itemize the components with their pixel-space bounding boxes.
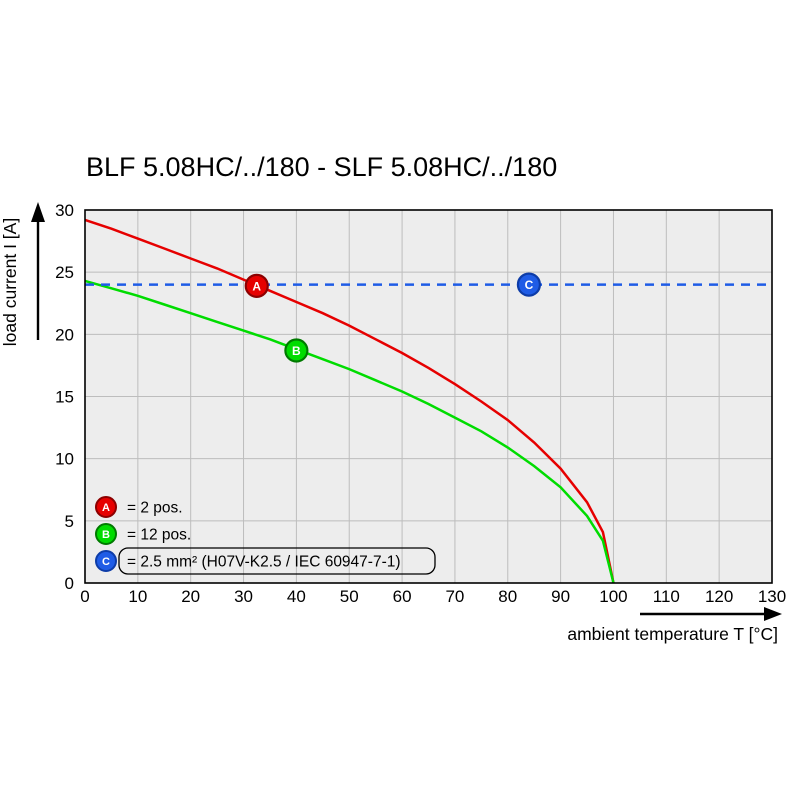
plot-border <box>84 209 773 584</box>
curve-A <box>84 218 615 584</box>
y-tick-label: 0 <box>65 574 74 593</box>
x-tick-label: 100 <box>599 587 627 606</box>
x-tick-label: 30 <box>234 587 253 606</box>
x-tick-label: 10 <box>128 587 147 606</box>
legend-marker-letter: B <box>102 529 110 541</box>
x-axis-label: ambient temperature T [°C] <box>567 624 778 644</box>
legend-item-B: B = 12 pos. <box>95 523 191 545</box>
marker-A: A <box>244 273 269 298</box>
y-tick-label: 10 <box>55 450 74 469</box>
x-tick-label: 50 <box>340 587 359 606</box>
y-tick-label: 5 <box>65 512 74 531</box>
x-axis-arrowhead <box>764 607 782 621</box>
legend-marker-B <box>95 523 117 545</box>
x-tick-label: 110 <box>653 587 680 606</box>
marker-C: C <box>516 272 542 297</box>
y-axis-label: load current I [A] <box>0 218 20 346</box>
y-tick-label: 30 <box>55 201 74 220</box>
x-tick-label: 70 <box>445 587 464 606</box>
x-tick-label: 80 <box>498 587 517 606</box>
x-tick-label: 90 <box>551 587 570 606</box>
y-tick-label: 20 <box>55 325 74 344</box>
marker-B: B <box>284 338 309 363</box>
x-tick-label: 120 <box>705 587 733 606</box>
x-tick-label: 40 <box>287 587 306 606</box>
legend-marker-letter: A <box>102 502 110 514</box>
y-tick-label: 25 <box>55 263 74 282</box>
legend-marker-C <box>95 550 117 572</box>
legend-text: = 2 pos. <box>127 500 183 517</box>
x-tick-label: 60 <box>393 587 412 606</box>
marker-circle-B <box>284 338 309 363</box>
marker-circle-A <box>244 273 269 298</box>
y-axis-arrowhead <box>31 202 45 222</box>
x-tick-label: 130 <box>758 587 786 606</box>
legend-text: = 12 pos. <box>127 527 191 544</box>
legend-marker-letter: C <box>102 556 110 568</box>
legend-box <box>118 547 436 575</box>
curve-B <box>84 279 615 584</box>
legend-marker-A <box>95 496 117 518</box>
y-tick-label: 15 <box>55 388 74 407</box>
legend-text: = 2.5 mm² (H07V-K2.5 / IEC 60947-7-1) <box>127 554 401 571</box>
x-tick-label: 0 <box>80 587 89 606</box>
derating-chart: 0 10 20 30 40 50 60 70 80 90 100 110 120 130 0 5 10 15 20 2… <box>0 201 786 644</box>
marker-letter: B <box>292 344 301 358</box>
chart-title: BLF 5.08HC/../180 - SLF 5.08HC/../180 <box>86 152 558 182</box>
x-tick-label: 20 <box>181 587 200 606</box>
legend-item-C: C = 2.5 mm² (H07V-K2.5 / IEC 60947-7-1) <box>95 547 436 575</box>
marker-letter: A <box>252 279 261 293</box>
legend-item-A: A = 2 pos. <box>95 496 183 518</box>
marker-letter: C <box>525 278 534 292</box>
marker-circle-C <box>516 272 542 297</box>
